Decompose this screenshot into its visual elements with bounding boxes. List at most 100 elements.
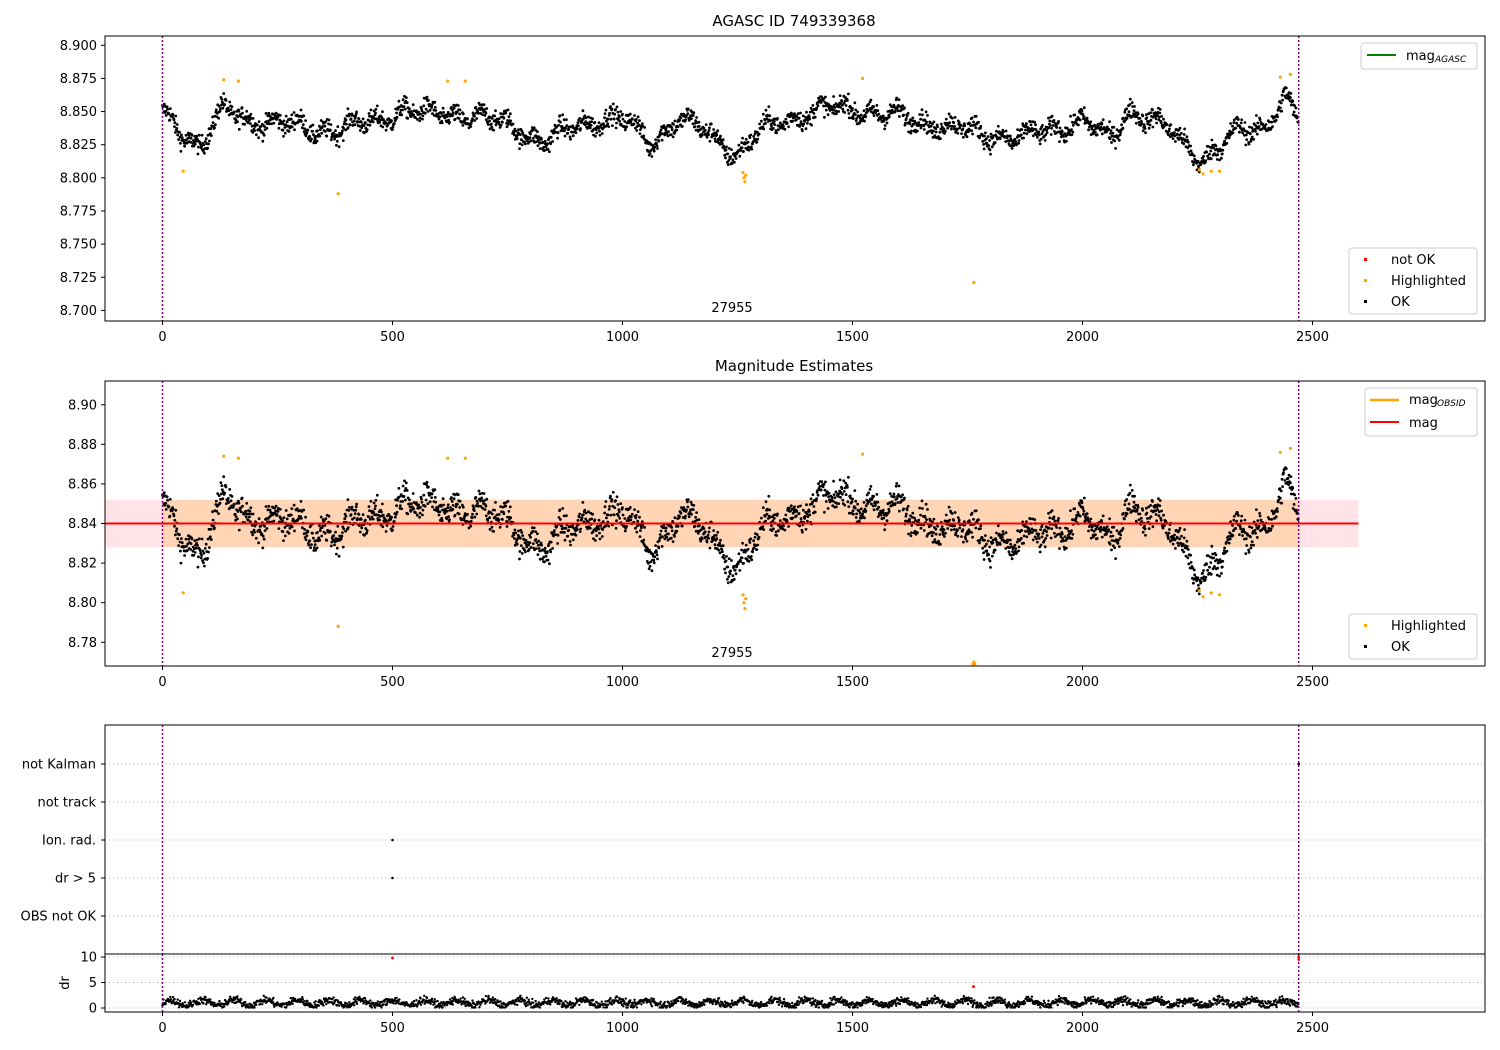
ok-point bbox=[478, 103, 482, 107]
ok-point bbox=[925, 120, 928, 124]
ok-point bbox=[718, 541, 721, 545]
ok-point bbox=[250, 530, 254, 534]
ok-point bbox=[730, 148, 733, 152]
ok-point bbox=[789, 504, 793, 508]
ok-point bbox=[1022, 131, 1026, 135]
ok-point bbox=[1259, 518, 1263, 522]
ok-point bbox=[358, 524, 361, 527]
ok-point bbox=[863, 516, 866, 520]
ok-point bbox=[673, 516, 677, 520]
ok-point bbox=[1231, 131, 1235, 135]
ok-point bbox=[1151, 108, 1154, 112]
y-tick-label: 8.700 bbox=[60, 304, 97, 319]
ok-point bbox=[1250, 540, 1254, 544]
ok-point bbox=[581, 109, 585, 113]
ok-point bbox=[224, 99, 228, 102]
ok-point bbox=[494, 501, 497, 504]
ok-point bbox=[1286, 93, 1290, 96]
ok-point bbox=[1244, 552, 1248, 555]
ok-point bbox=[494, 123, 498, 127]
ok-point bbox=[337, 145, 341, 149]
ok-point bbox=[657, 539, 661, 543]
ok-point bbox=[1058, 547, 1061, 550]
ok-point bbox=[450, 108, 454, 112]
ok-point bbox=[712, 128, 715, 131]
ok-point bbox=[956, 528, 959, 532]
ok-point bbox=[361, 513, 365, 517]
ok-point bbox=[428, 108, 432, 112]
ok-point bbox=[910, 531, 913, 535]
ok-point bbox=[217, 116, 221, 120]
ok-point bbox=[514, 531, 518, 535]
ok-point bbox=[189, 548, 193, 551]
ok-point bbox=[881, 114, 885, 118]
ok-point bbox=[315, 546, 319, 550]
ok-point bbox=[219, 481, 223, 484]
ok-point bbox=[274, 111, 278, 115]
ok-point bbox=[319, 515, 323, 519]
ok-point bbox=[594, 529, 598, 533]
ok-point bbox=[1047, 126, 1051, 130]
ok-point bbox=[607, 507, 611, 511]
ok-point bbox=[165, 495, 169, 499]
ok-point bbox=[1162, 513, 1165, 517]
ok-point bbox=[726, 163, 730, 167]
highlighted-point bbox=[1197, 168, 1201, 172]
ok-point bbox=[798, 524, 801, 528]
ok-point bbox=[614, 499, 617, 503]
ok-point bbox=[1128, 97, 1132, 101]
ok-point bbox=[813, 510, 817, 514]
ok-point bbox=[776, 512, 779, 516]
ok-point bbox=[1125, 498, 1129, 501]
ok-point bbox=[518, 550, 522, 553]
ok-point bbox=[1141, 508, 1145, 512]
ok-point bbox=[172, 514, 176, 518]
ok-point bbox=[616, 110, 620, 114]
highlighted-point bbox=[1288, 72, 1292, 76]
ok-point bbox=[228, 488, 232, 491]
ok-point bbox=[918, 113, 922, 116]
ok-point bbox=[847, 505, 851, 508]
ok-point bbox=[1058, 140, 1061, 144]
ok-point bbox=[249, 122, 252, 125]
ok-point bbox=[502, 512, 506, 516]
ok-point bbox=[947, 505, 951, 509]
ok-point bbox=[791, 119, 795, 123]
ok-point bbox=[569, 543, 572, 547]
ok-point bbox=[433, 100, 437, 104]
ok-point bbox=[300, 526, 304, 530]
ok-point bbox=[946, 527, 950, 530]
ok-point bbox=[162, 491, 166, 494]
ok-point bbox=[230, 105, 234, 109]
ok-point bbox=[391, 528, 394, 532]
ok-point bbox=[1185, 135, 1189, 139]
ok-point bbox=[967, 519, 971, 522]
ok-point bbox=[953, 116, 957, 119]
ok-point bbox=[824, 480, 827, 484]
ok-point bbox=[617, 508, 621, 511]
ok-point bbox=[345, 122, 348, 126]
ok-point bbox=[1073, 113, 1077, 117]
ok-point bbox=[728, 572, 732, 576]
ok-point bbox=[869, 98, 873, 102]
ok-point bbox=[553, 128, 556, 131]
ok-point bbox=[1238, 533, 1241, 536]
ok-point bbox=[1189, 553, 1192, 557]
ok-point bbox=[650, 155, 654, 158]
ok-point bbox=[563, 129, 566, 133]
ok-point bbox=[290, 125, 294, 129]
ok-point bbox=[598, 133, 602, 137]
ok-point bbox=[934, 527, 938, 531]
ok-point bbox=[450, 500, 454, 503]
ok-point bbox=[504, 111, 508, 115]
ok-point bbox=[1196, 576, 1200, 580]
ok-point bbox=[364, 518, 367, 522]
ok-point bbox=[358, 129, 362, 132]
ok-point bbox=[642, 134, 646, 138]
ok-point bbox=[411, 492, 415, 495]
ok-point bbox=[936, 524, 939, 528]
ok-point bbox=[1122, 116, 1125, 120]
ok-point bbox=[808, 117, 812, 121]
ok-point bbox=[474, 496, 478, 499]
